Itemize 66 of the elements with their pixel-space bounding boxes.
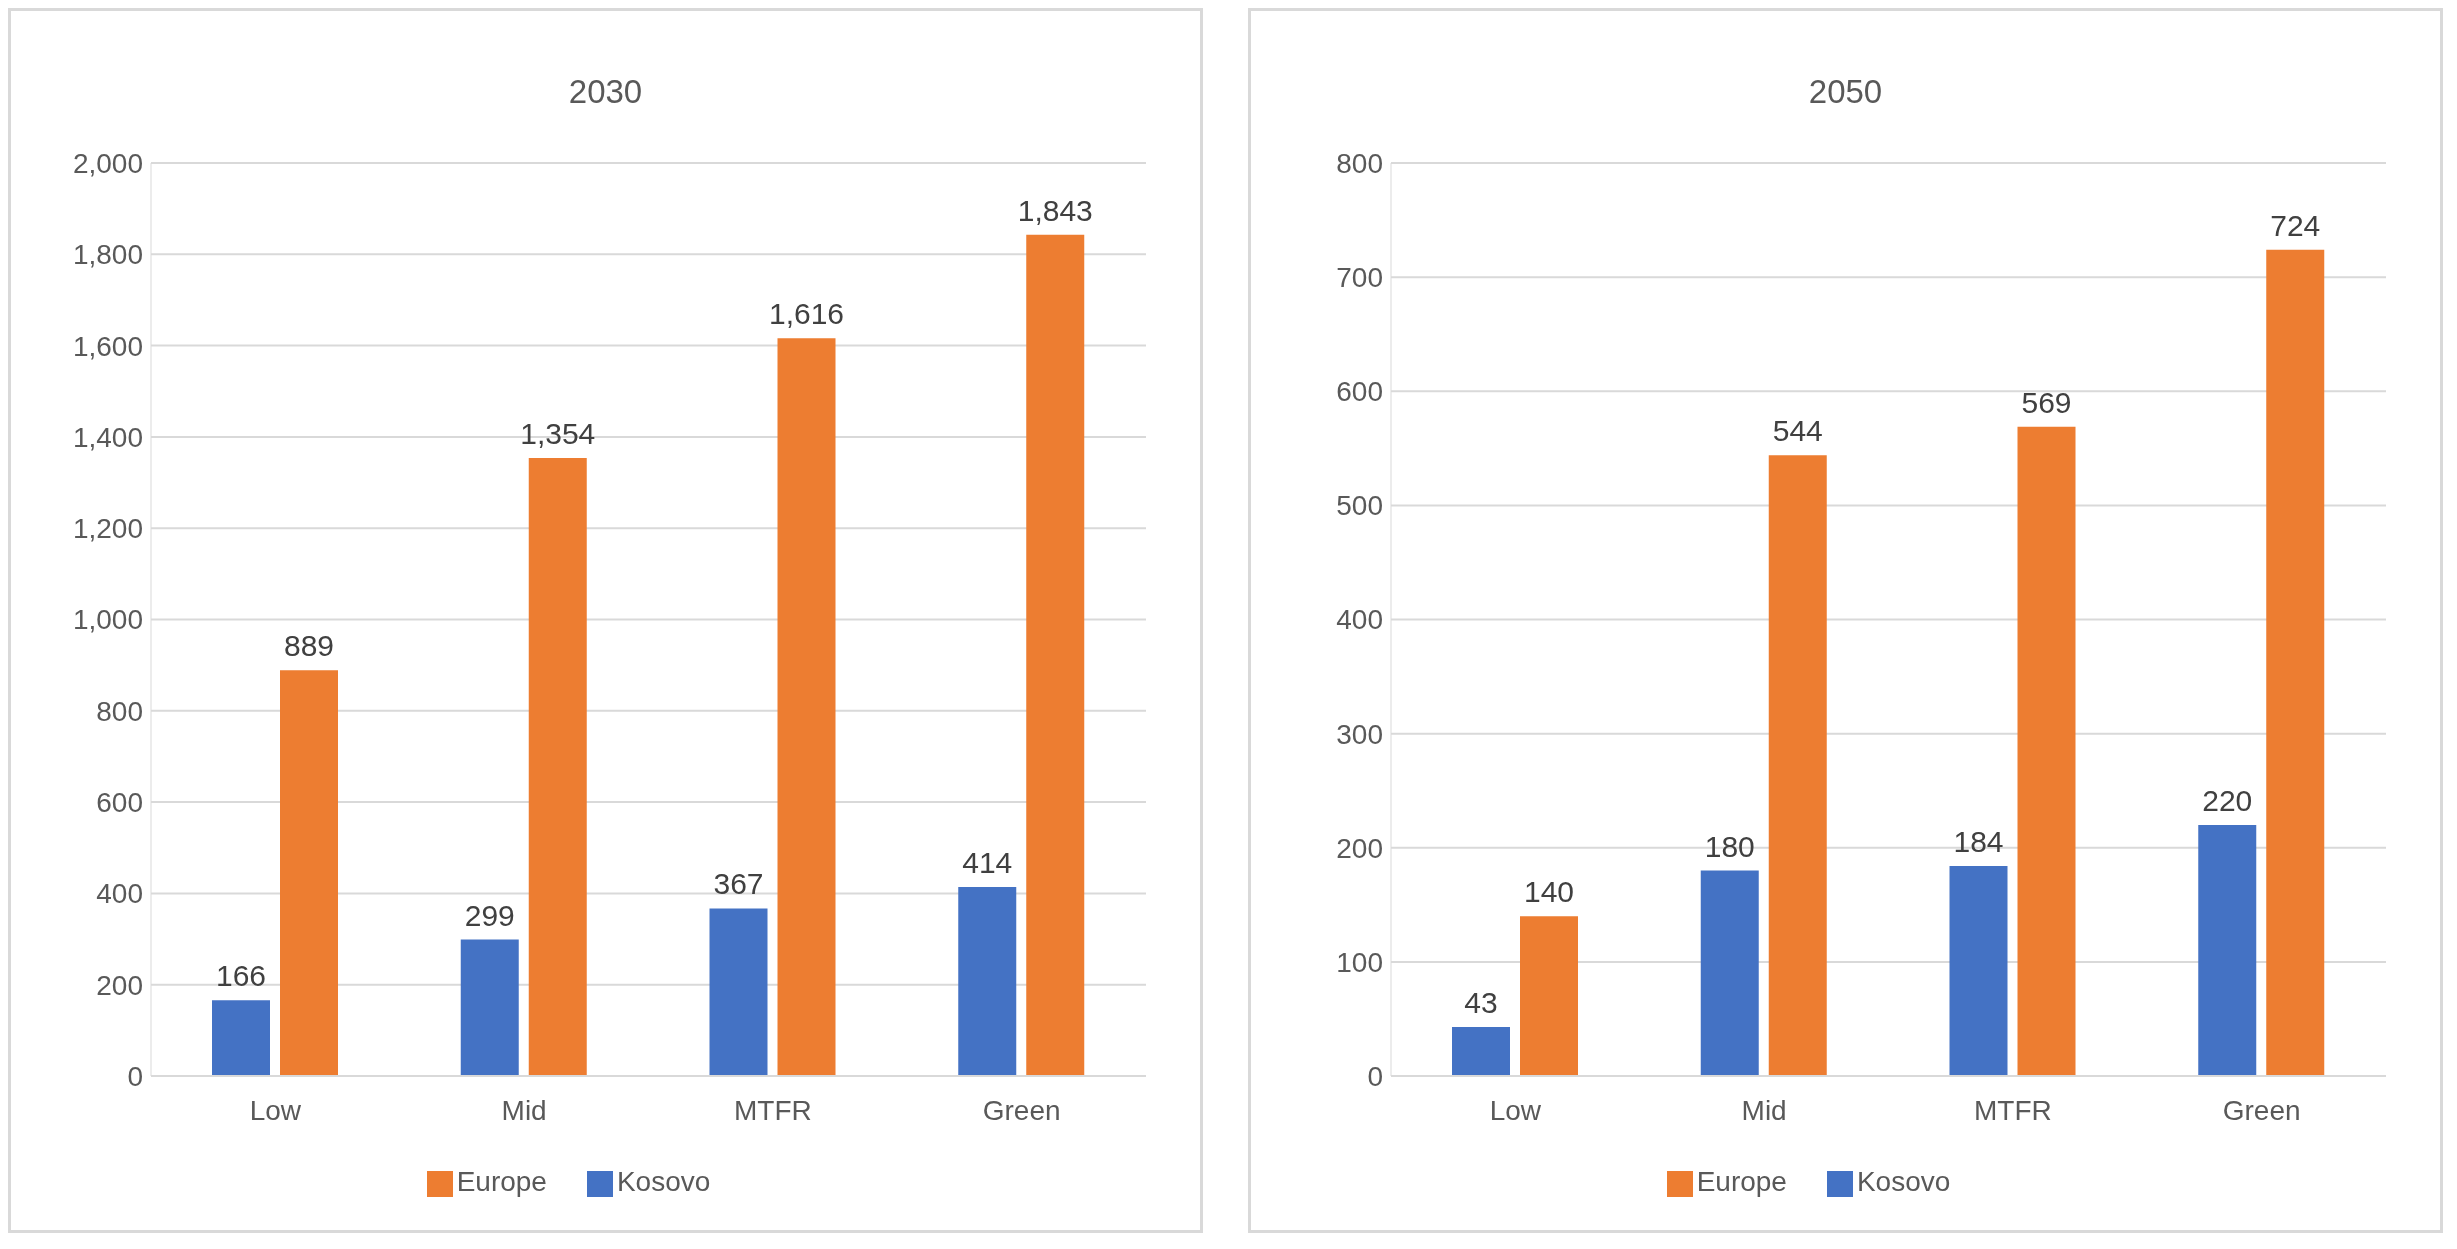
y-tick-label: 400 (96, 878, 143, 910)
x-tick-label: MTFR (733, 1094, 812, 1126)
y-tick-label: 2,000 (72, 147, 143, 179)
chart-title: 2050 (1807, 73, 1884, 112)
y-tick-label: 0 (1367, 1060, 1383, 1092)
data-label: 1,616 (768, 297, 845, 331)
bar (709, 908, 768, 1076)
data-label: 140 (1523, 875, 1575, 909)
legend-label: Kosovo (1856, 1166, 1951, 1197)
x-tick-label: Mid (1741, 1094, 1787, 1126)
bar (958, 887, 1017, 1076)
bar (280, 670, 338, 1076)
x-tick-label: Low (249, 1094, 302, 1126)
y-tick-label: 600 (1336, 376, 1383, 408)
y-tick-label: 700 (1336, 262, 1383, 294)
bar (212, 1000, 270, 1076)
y-tick-label: 1,800 (72, 239, 143, 271)
data-label: 299 (464, 898, 515, 932)
data-label: 544 (1772, 414, 1823, 448)
y-tick-label: 1,000 (72, 604, 143, 636)
bar (777, 338, 836, 1076)
legend-label: Europe (456, 1166, 547, 1197)
y-tick-label: 400 (1336, 604, 1383, 636)
bar (2266, 249, 2325, 1076)
y-tick-label: 500 (1336, 490, 1383, 522)
bar (1520, 916, 1578, 1076)
y-tick-label: 200 (96, 969, 143, 1001)
legend-label: Kosovo (616, 1166, 711, 1197)
bar (2198, 824, 2257, 1076)
legend-label: Europe (1696, 1166, 1787, 1197)
data-label: 367 (713, 867, 764, 901)
bar (1949, 866, 2008, 1076)
bar (1700, 870, 1759, 1076)
y-tick-label: 300 (1336, 718, 1383, 750)
data-label: 414 (962, 846, 1013, 880)
x-tick-label: Green (2222, 1094, 2301, 1126)
x-tick-label: Green (982, 1094, 1061, 1126)
y-tick-label: 1,600 (72, 330, 143, 362)
bar (1026, 234, 1085, 1076)
y-tick-label: 1,400 (72, 421, 143, 453)
x-tick-label: Mid (501, 1094, 547, 1126)
data-label: 724 (2270, 208, 2321, 242)
data-label: 180 (1704, 829, 1755, 863)
chart-title: 2030 (567, 73, 644, 112)
bar (2017, 426, 2076, 1076)
y-tick-label: 800 (1336, 147, 1383, 179)
bar (460, 939, 519, 1076)
x-tick-label: Low (1489, 1094, 1542, 1126)
y-tick-label: 0 (127, 1060, 143, 1092)
y-tick-label: 200 (1336, 832, 1383, 864)
y-tick-label: 600 (96, 787, 143, 819)
data-label: 889 (283, 629, 335, 663)
bar (1768, 455, 1827, 1076)
bar (528, 457, 587, 1076)
data-label: 1,354 (520, 416, 596, 450)
data-label: 166 (215, 959, 267, 993)
bar (1452, 1026, 1510, 1076)
y-tick-label: 800 (96, 695, 143, 727)
data-label: 220 (2202, 783, 2253, 817)
data-label: 569 (2021, 385, 2072, 419)
y-tick-label: 100 (1336, 946, 1383, 978)
y-tick-label: 1,200 (72, 513, 143, 545)
x-tick-label: MTFR (1973, 1094, 2052, 1126)
data-label: 184 (1953, 825, 2004, 859)
data-label: 43 (1464, 985, 1498, 1019)
data-label: 1,843 (1017, 193, 1093, 227)
